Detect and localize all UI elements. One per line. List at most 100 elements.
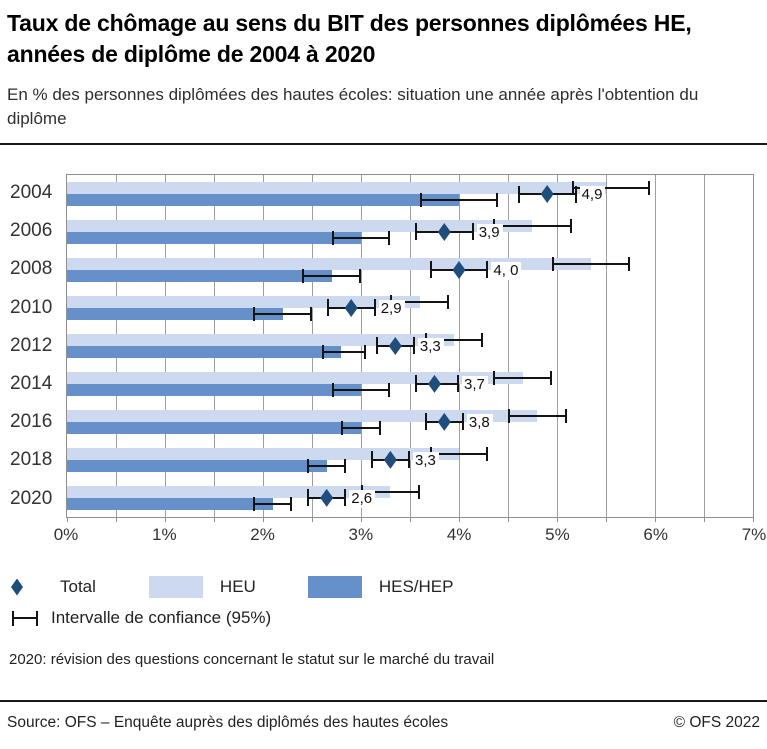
footer-divider [0, 700, 767, 702]
plot-area: 4,9 3,9 4, 0 2,9 3,3 3,7 3,8 3,3 2,6 [66, 174, 754, 522]
total-value-label: 3,9 [476, 223, 503, 242]
axis-tick [508, 517, 509, 522]
hes-hep-confidence-interval [302, 268, 361, 283]
axis-tick [606, 517, 607, 522]
heu-bar [67, 182, 606, 194]
footnote: 2020: révision des questions concernant … [9, 651, 495, 668]
gridline [361, 175, 362, 517]
chart-row: 3,3 [67, 327, 753, 365]
year-label: 2010 [10, 296, 53, 318]
x-tick-label: 0% [53, 525, 79, 544]
chart-row: 2,9 [67, 289, 753, 327]
hes-hep-bar [67, 307, 283, 320]
hes-hep-confidence-interval [253, 496, 293, 511]
axis-tick [214, 517, 215, 522]
footer: Source: OFS – Enquête auprès des diplômé… [7, 714, 760, 732]
total-value-label: 2,6 [349, 489, 376, 508]
total-value-label: 3,8 [466, 413, 493, 432]
gridline [459, 175, 460, 517]
axis-tick [116, 517, 117, 522]
total-diamond-icon [11, 578, 23, 596]
chart-title: Taux de chômage au sens du BIT des perso… [7, 10, 692, 67]
axis-tick [410, 517, 411, 522]
heu-bar [67, 447, 459, 460]
confidence-interval-icon [12, 610, 38, 626]
heu-confidence-interval [493, 218, 572, 233]
header-divider [0, 143, 767, 145]
axis-tick [753, 517, 754, 522]
axis-tick [703, 517, 705, 522]
total-marker [320, 488, 334, 507]
heu-bar [67, 409, 538, 422]
total-marker [383, 450, 397, 469]
total-value-label: 2,9 [378, 299, 405, 318]
year-label: 2016 [10, 411, 53, 433]
legend-row-2: Intervalle de confiance (95%) [11, 608, 760, 628]
chart-row: 3,7 [67, 365, 753, 403]
x-tick-label: 5% [545, 525, 570, 544]
chart-subtitle: En % des personnes diplômées des hautes … [7, 85, 699, 128]
axis-tick [557, 517, 558, 522]
hes-hep-bar [67, 459, 327, 472]
source-text: Source: OFS – Enquête auprès des diplômé… [7, 714, 449, 731]
axis-tick [67, 517, 68, 522]
y-axis-labels: 2004 2006 2008 2010 2012 2014 2016 2018 2020 [7, 174, 66, 518]
year-label: 2004 [10, 182, 53, 204]
x-tick-label: 4% [446, 525, 472, 544]
axis-tick [165, 517, 166, 522]
total-marker [540, 185, 554, 203]
axis-tick [263, 517, 264, 522]
heu-bar [67, 333, 455, 346]
hes-hep-bar [67, 497, 273, 510]
legend: Total HEU HES/HEP Intervalle de confianc… [7, 576, 760, 628]
hes-hep-confidence-interval [341, 420, 381, 435]
total-marker [344, 298, 358, 317]
hes-hep-bar [67, 421, 361, 434]
chart-row: 4, 0 [67, 251, 753, 289]
gridline [557, 175, 558, 517]
hes-hep-confidence-interval [253, 306, 312, 321]
legend-row-1: Total HEU HES/HEP [11, 576, 760, 598]
hes-hep-confidence-interval [331, 230, 391, 245]
heu-bar [67, 295, 420, 308]
hes-hep-confidence-interval [307, 458, 347, 473]
chart-row: 4,9 [67, 175, 753, 213]
year-label: 2012 [10, 334, 53, 356]
hes-hep-confidence-interval [321, 344, 366, 359]
legend-total-label: Total [60, 577, 96, 596]
x-tick-label: 7% [741, 525, 767, 544]
hes-hep-bar [67, 194, 459, 206]
hes-hep-bar [67, 345, 342, 358]
year-label: 2018 [10, 449, 53, 471]
gridline [655, 175, 656, 517]
total-value-label: 4, 0 [491, 261, 522, 280]
total-marker [428, 374, 441, 393]
heu-confidence-interval [571, 181, 651, 195]
chart: 2004 2006 2008 2010 2012 2014 2016 2018 2020 4,9… [7, 174, 760, 522]
heu-bar [67, 485, 391, 498]
axis-tick [459, 517, 460, 522]
gridline [606, 175, 607, 517]
heu-confidence-interval [552, 256, 631, 271]
x-tick-label: 2% [250, 525, 275, 544]
axis-tick [361, 517, 362, 522]
total-marker [437, 412, 451, 431]
chart-row: 3,8 [67, 403, 753, 441]
legend-hes-hep-swatch [307, 576, 362, 598]
total-value-label: 3,3 [413, 451, 439, 470]
hes-hep-confidence-interval [419, 193, 499, 207]
chart-row: 3,3 [67, 441, 753, 479]
year-label: 2014 [10, 373, 53, 395]
hes-hep-bar [67, 231, 361, 244]
gridline [508, 175, 509, 517]
legend-heu-swatch [148, 576, 203, 598]
x-tick-label: 6% [643, 525, 668, 544]
heu-confidence-interval [508, 408, 567, 423]
legend-ci-label: Intervalle de confiance (95%) [51, 608, 272, 627]
total-marker [388, 336, 402, 355]
gridline [703, 175, 705, 517]
copyright-text: © OFS 2022 [673, 714, 760, 731]
total-marker [452, 260, 466, 279]
year-label: 2006 [10, 220, 53, 242]
x-tick-label: 3% [348, 525, 374, 544]
